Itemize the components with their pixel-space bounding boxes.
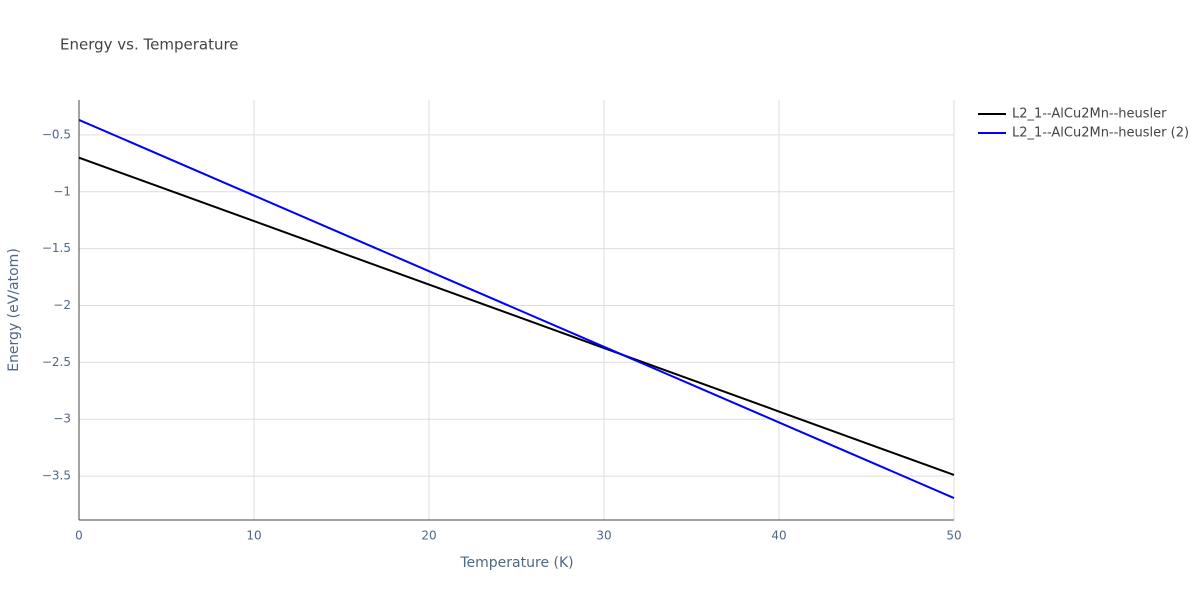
x-tick-label: 10 xyxy=(246,529,261,543)
y-axis-title: Energy (eV/atom) xyxy=(6,248,22,372)
x-tick-label: 50 xyxy=(946,529,961,543)
chart-title: Energy vs. Temperature xyxy=(60,36,239,54)
x-tick-label: 20 xyxy=(421,529,436,543)
x-tick-label: 0 xyxy=(75,529,83,543)
line-series xyxy=(78,118,955,499)
y-tick-label: −1 xyxy=(53,184,71,198)
x-tick-label: 30 xyxy=(596,529,611,543)
y-tick-label: −2.5 xyxy=(42,355,71,369)
legend-label: L2_1--AlCu2Mn--heusler xyxy=(1012,107,1167,122)
y-tick-label: −1.5 xyxy=(42,241,71,255)
y-tick-label: −3 xyxy=(53,412,71,426)
legend-label: L2_1--AlCu2Mn--heusler (2) xyxy=(1012,126,1189,141)
y-tick-label: −3.5 xyxy=(42,469,71,483)
x-tick-label: 40 xyxy=(771,529,786,543)
y-tick-label: −2 xyxy=(53,298,71,312)
y-tick-label: −0.5 xyxy=(42,127,71,141)
line-series xyxy=(78,156,955,476)
x-axis-title: Temperature (K) xyxy=(459,555,573,571)
